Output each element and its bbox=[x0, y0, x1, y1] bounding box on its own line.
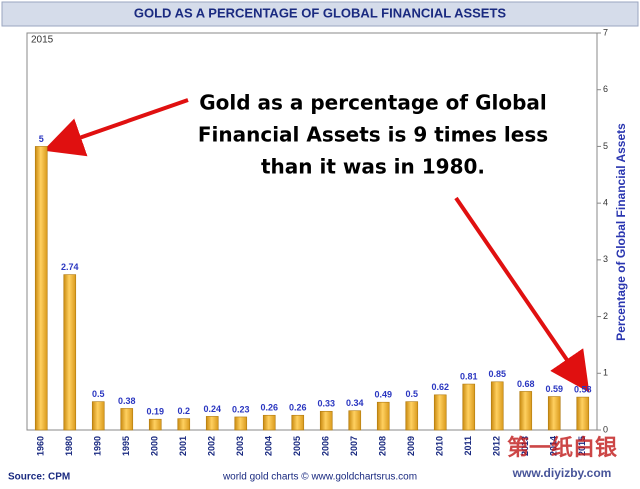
bar bbox=[262, 414, 276, 431]
bar bbox=[576, 396, 590, 431]
x-tick-label: 2011 bbox=[463, 436, 473, 456]
bar bbox=[433, 394, 447, 431]
y-tick-label: 6 bbox=[603, 84, 608, 94]
arrow bbox=[43, 98, 189, 157]
value-label: 0.5 bbox=[405, 389, 418, 399]
x-tick-label: 2003 bbox=[235, 436, 245, 456]
arrow bbox=[454, 196, 590, 393]
value-label: 0.38 bbox=[118, 396, 136, 406]
x-tick-label: 2012 bbox=[492, 436, 502, 456]
annotation: Gold as a percentage of Global bbox=[199, 91, 547, 115]
y-tick-label: 3 bbox=[603, 254, 608, 264]
y-tick-label: 2 bbox=[603, 311, 608, 321]
value-label: 0.34 bbox=[346, 398, 364, 408]
value-label: 0.62 bbox=[431, 382, 449, 392]
x-tick-label: 2007 bbox=[349, 436, 359, 456]
value-label: 0.23 bbox=[232, 404, 250, 414]
bar bbox=[205, 416, 219, 431]
bar bbox=[405, 401, 419, 431]
value-label: 2.74 bbox=[61, 262, 79, 272]
annotation: than it was in 1980. bbox=[261, 155, 485, 179]
bar bbox=[319, 410, 333, 431]
bar bbox=[291, 414, 305, 431]
x-tick-label: 1995 bbox=[121, 436, 131, 456]
bar bbox=[490, 381, 504, 431]
y-tick-label: 4 bbox=[603, 198, 608, 208]
value-label: 0.2 bbox=[177, 406, 190, 416]
value-label: 5 bbox=[39, 134, 44, 144]
source: Source: CPM bbox=[8, 472, 70, 483]
bar bbox=[34, 146, 48, 431]
annotation: Financial Assets is 9 times less bbox=[198, 123, 548, 147]
value-label: 0.49 bbox=[374, 390, 392, 400]
corner-label: 2015 bbox=[31, 35, 54, 46]
bar bbox=[234, 416, 248, 431]
bar bbox=[376, 401, 390, 431]
x-tick-label: 1960 bbox=[36, 436, 46, 456]
value-label: 0.59 bbox=[545, 384, 563, 394]
x-tick-label: 2010 bbox=[435, 436, 445, 456]
bar bbox=[63, 274, 77, 431]
x-tick-label: 2014 bbox=[549, 436, 559, 456]
bar bbox=[462, 383, 476, 431]
x-tick-label: 2002 bbox=[207, 436, 217, 456]
value-label: 0.58 bbox=[574, 384, 592, 394]
bar bbox=[547, 396, 561, 431]
title-bar bbox=[1, 1, 639, 27]
watermark: 第一纸白银 bbox=[507, 435, 618, 460]
y-tick-label: 0 bbox=[603, 424, 608, 434]
plot-area bbox=[26, 32, 598, 431]
value-label: 0.68 bbox=[517, 379, 535, 389]
value-label: 0.33 bbox=[317, 399, 335, 409]
x-tick-label: 1990 bbox=[93, 436, 103, 456]
x-tick-label: 2005 bbox=[292, 436, 302, 456]
bar bbox=[120, 408, 134, 431]
credit: world gold charts © www.goldchartsrus.co… bbox=[222, 472, 417, 483]
watermark: www.diyizby.com bbox=[512, 466, 612, 480]
chart-title: GOLD AS A PERCENTAGE OF GLOBAL FINANCIAL… bbox=[134, 5, 507, 20]
bar bbox=[519, 391, 533, 431]
value-label: 0.81 bbox=[460, 371, 478, 381]
value-label: 0.24 bbox=[203, 404, 221, 414]
y-tick-label: 1 bbox=[603, 368, 608, 378]
value-label: 0.26 bbox=[260, 403, 278, 413]
x-tick-label: 2008 bbox=[378, 436, 388, 456]
y-tick-label: 5 bbox=[603, 141, 608, 151]
x-tick-label: 2009 bbox=[406, 436, 416, 456]
bar bbox=[177, 418, 191, 431]
value-label: 0.85 bbox=[488, 369, 506, 379]
bar bbox=[348, 410, 362, 431]
x-tick-label: 2013 bbox=[520, 436, 530, 456]
value-label: 0.19 bbox=[146, 407, 164, 417]
y-axis-label: Percentage of Global Financial Assets bbox=[614, 123, 628, 341]
x-tick-label: 2001 bbox=[178, 436, 188, 456]
x-tick-label: 2000 bbox=[150, 436, 160, 456]
x-tick-label: 2004 bbox=[264, 436, 274, 456]
x-tick-label: 2015 bbox=[577, 436, 587, 456]
x-tick-label: 2006 bbox=[321, 436, 331, 456]
bar bbox=[91, 401, 105, 431]
value-label: 0.5 bbox=[92, 389, 105, 399]
x-tick-label: 1980 bbox=[64, 436, 74, 456]
bar bbox=[148, 418, 162, 431]
y-tick-label: 7 bbox=[603, 27, 608, 37]
value-label: 0.26 bbox=[289, 403, 307, 413]
